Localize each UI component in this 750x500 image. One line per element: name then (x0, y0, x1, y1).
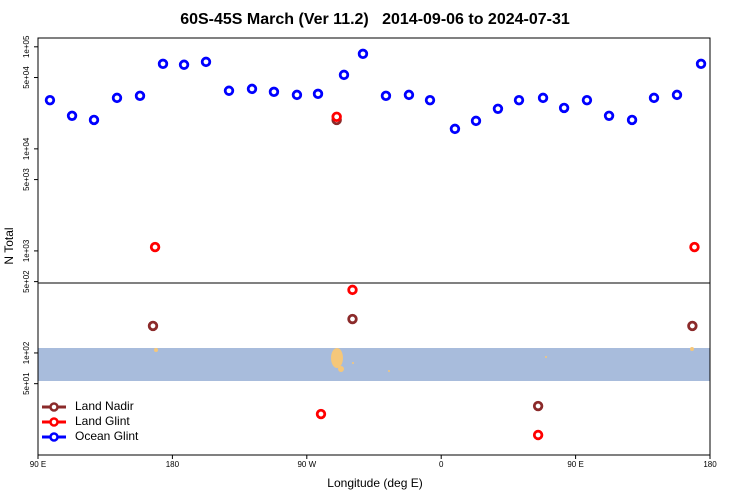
data-point (537, 92, 549, 104)
legend-label: Ocean Glint (75, 429, 139, 443)
data-point (671, 89, 683, 101)
data-point (111, 92, 123, 104)
y-tick-label: 1e+03 (22, 239, 31, 262)
x-tick-label: 90 E (567, 460, 583, 469)
data-point (147, 320, 159, 332)
data-point (380, 90, 392, 102)
data-point (88, 114, 100, 126)
x-tick-label: 90 W (297, 460, 316, 469)
y-tick-label: 1e+05 (22, 35, 31, 58)
data-point (315, 408, 327, 420)
data-point (134, 90, 146, 102)
data-point (157, 58, 169, 70)
data-point (492, 103, 504, 114)
y-tick-label: 5e+03 (22, 168, 31, 191)
data-point (200, 56, 212, 68)
y-tick-label: 1e+02 (22, 341, 31, 364)
legend-marker (49, 417, 59, 427)
data-point (581, 94, 593, 106)
data-point (695, 58, 707, 70)
y-tick-label: 1e+04 (22, 137, 31, 160)
data-point (558, 102, 570, 114)
x-tick-label: 180 (166, 460, 180, 469)
data-point (291, 89, 303, 101)
data-point (513, 94, 525, 106)
data-point (338, 69, 350, 81)
legend-label: Land Glint (75, 414, 130, 428)
y-tick-label: 5e+02 (22, 270, 31, 293)
data-point (223, 85, 235, 96)
data-point (331, 111, 342, 123)
data-point (603, 110, 615, 121)
data-point (689, 241, 700, 253)
data-point (470, 115, 482, 127)
data-point (626, 114, 638, 126)
data-point (347, 284, 358, 296)
data-point (449, 123, 461, 135)
x-axis-label: Longitude (deg E) (327, 476, 422, 490)
data-point (268, 86, 280, 98)
data-point (687, 320, 698, 332)
y-tick-label: 5e+04 (22, 66, 31, 89)
data-point (66, 110, 78, 121)
data-point (312, 88, 324, 100)
data-point (44, 94, 56, 106)
data-point (424, 94, 436, 106)
data-point (357, 48, 369, 60)
legend-label: Land Nadir (75, 399, 134, 413)
data-point (648, 92, 660, 104)
data-point (178, 59, 190, 70)
x-tick-label: 180 (703, 460, 717, 469)
data-point (347, 313, 358, 325)
data-point (532, 429, 544, 441)
chart-title: 60S-45S March (Ver 11.2) 2014-09-06 to 2… (180, 11, 570, 28)
y-tick-label: 5e+01 (22, 372, 31, 395)
y-axis-label: N Total (2, 227, 16, 264)
legend-marker (49, 432, 59, 442)
x-tick-label: 0 (439, 460, 444, 469)
map-band (38, 347, 710, 381)
x-tick-label: 90 E (30, 460, 46, 469)
legend-marker (49, 402, 59, 412)
data-point (149, 241, 161, 253)
data-point (246, 83, 258, 95)
data-point (403, 89, 415, 101)
plot-frame (37, 37, 711, 456)
data-point (532, 400, 544, 412)
